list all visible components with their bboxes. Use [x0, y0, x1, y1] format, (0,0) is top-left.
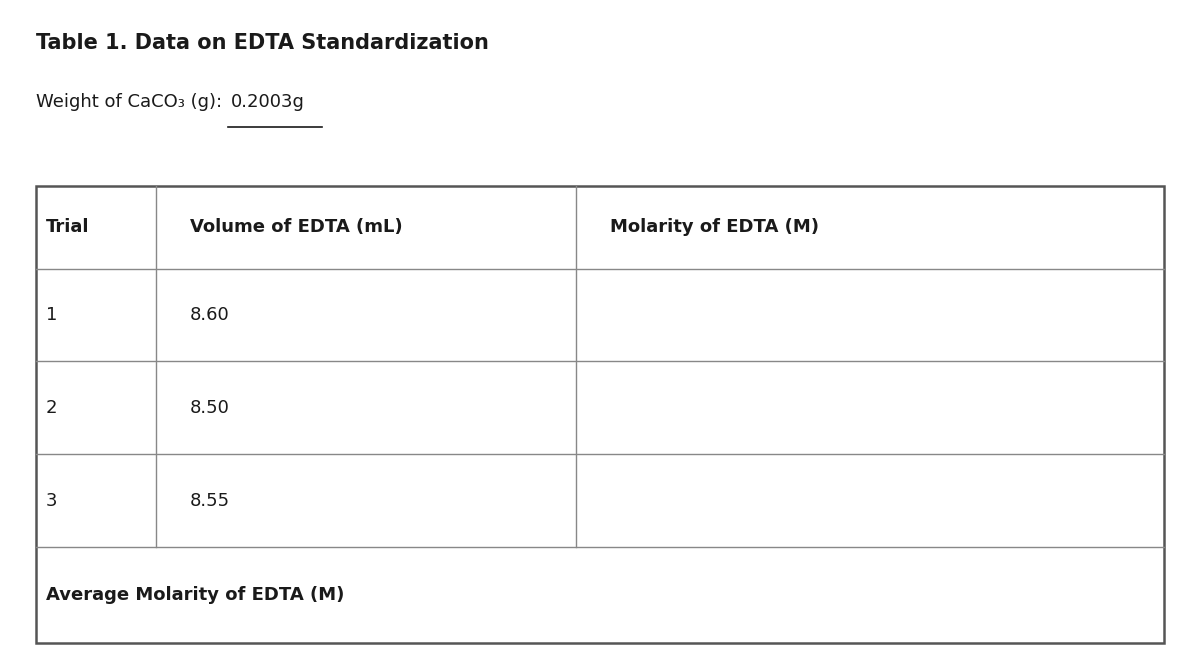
Text: Trial: Trial [46, 218, 89, 236]
Text: 8.55: 8.55 [190, 491, 229, 510]
Text: Molarity of EDTA (M): Molarity of EDTA (M) [610, 218, 818, 236]
Text: 2: 2 [46, 398, 58, 417]
Text: Average Molarity of EDTA (M): Average Molarity of EDTA (M) [46, 586, 344, 604]
Text: 8.60: 8.60 [190, 306, 229, 324]
Text: Table 1. Data on EDTA Standardization: Table 1. Data on EDTA Standardization [36, 33, 488, 53]
Text: 8.50: 8.50 [190, 398, 229, 417]
Text: Weight of CaCO₃ (g):: Weight of CaCO₃ (g): [36, 93, 234, 111]
Text: 3: 3 [46, 491, 58, 510]
Bar [36, 186, 1164, 643]
Text: 1: 1 [46, 306, 56, 324]
Text: 0.2003g: 0.2003g [230, 93, 305, 111]
Text: Volume of EDTA (mL): Volume of EDTA (mL) [190, 218, 402, 236]
